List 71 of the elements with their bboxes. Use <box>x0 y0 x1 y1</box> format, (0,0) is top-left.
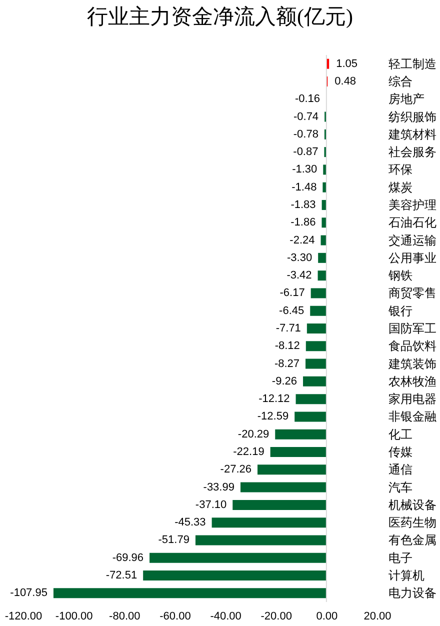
data-label: -3.42 <box>286 270 312 282</box>
data-label: -37.10 <box>195 498 227 511</box>
y-tick-label: 公用事业 <box>388 250 436 265</box>
y-tick-label: 石油石化 <box>388 216 436 230</box>
y-tick-label: 建筑材料 <box>388 127 436 142</box>
data-label: -9.26 <box>272 375 298 388</box>
y-tick-label: 环保 <box>388 162 412 177</box>
y-tick-label: 银行 <box>388 304 412 318</box>
data-label: -72.51 <box>106 570 138 582</box>
y-tick-label: 电子 <box>388 550 412 565</box>
y-tick-label: 通信 <box>388 462 412 477</box>
data-label: -0.16 <box>294 93 320 106</box>
data-label: -1.86 <box>290 216 316 229</box>
x-tick-label: -100.00 <box>55 610 93 622</box>
y-tick-label: 社会服务 <box>388 145 436 160</box>
data-label: -69.96 <box>112 552 144 564</box>
y-tick-label: 家用电器 <box>388 392 436 406</box>
y-tick-label: 机械设备 <box>388 498 436 512</box>
y-tick-label: 传媒 <box>388 445 412 460</box>
data-label: -0.78 <box>293 128 318 140</box>
y-tick-label: 建筑装饰 <box>388 356 436 371</box>
y-tick-label: 商贸零售 <box>388 286 436 300</box>
y-tick-label: 医药生物 <box>388 516 436 530</box>
data-label: -6.45 <box>279 304 304 317</box>
y-tick-label: 综合 <box>388 74 412 88</box>
y-tick-label: 汽车 <box>388 480 412 494</box>
data-label: 0.48 <box>334 75 356 88</box>
data-label: -8.27 <box>274 358 300 370</box>
data-label: -12.59 <box>257 410 289 423</box>
y-tick-label: 纺织服饰 <box>388 110 436 124</box>
data-label: -7.71 <box>276 322 301 334</box>
x-tick-label: 20.00 <box>364 610 392 622</box>
y-tick-label: 轻工制造 <box>388 56 436 71</box>
data-label: 1.05 <box>336 58 358 70</box>
data-label: -20.29 <box>238 428 270 440</box>
y-tick-label: 电力设备 <box>388 586 436 600</box>
data-label: -1.30 <box>292 164 318 176</box>
data-label: -6.17 <box>280 287 305 300</box>
y-tick-label: 国防军工 <box>388 322 436 336</box>
x-tick-label: -60.00 <box>160 610 191 622</box>
data-label: -1.83 <box>290 198 316 211</box>
data-label: -8.12 <box>274 340 300 352</box>
x-tick-label: -80.00 <box>109 610 140 622</box>
data-label: -12.12 <box>258 393 290 406</box>
data-label: -2.24 <box>290 234 315 246</box>
data-label: -22.19 <box>233 446 264 458</box>
y-tick-label: 美容护理 <box>388 198 436 212</box>
y-tick-label: 农林牧渔 <box>388 374 436 388</box>
chart-title: 行业主力资金净流入额(亿元) <box>87 4 353 28</box>
y-tick-label: 食品饮料 <box>388 339 436 354</box>
x-tick-label: 0.00 <box>316 610 338 622</box>
x-tick-label: -120.00 <box>4 610 42 622</box>
x-tick-label: -20.00 <box>260 610 292 622</box>
data-label: -0.87 <box>293 146 318 158</box>
data-label: -3.30 <box>287 252 312 264</box>
data-label: -51.79 <box>158 534 190 546</box>
data-label: -0.74 <box>293 110 319 123</box>
y-tick-label: 非银金融 <box>388 410 436 424</box>
x-tick-label: -40.00 <box>210 610 242 622</box>
data-label: -1.48 <box>292 181 317 194</box>
data-label: -45.33 <box>174 516 206 529</box>
y-tick-label: 有色金属 <box>388 533 436 548</box>
data-label: -27.26 <box>220 464 252 476</box>
data-label: -107.95 <box>10 587 48 600</box>
y-tick-label: 煤炭 <box>388 180 412 194</box>
data-label: -33.99 <box>203 481 234 494</box>
y-tick-label: 化工 <box>388 427 412 442</box>
y-tick-label: 计算机 <box>388 568 424 583</box>
y-tick-label: 交通运输 <box>388 233 436 248</box>
y-tick-label: 房地产 <box>388 92 424 106</box>
y-tick-label: 钢铁 <box>388 268 412 283</box>
